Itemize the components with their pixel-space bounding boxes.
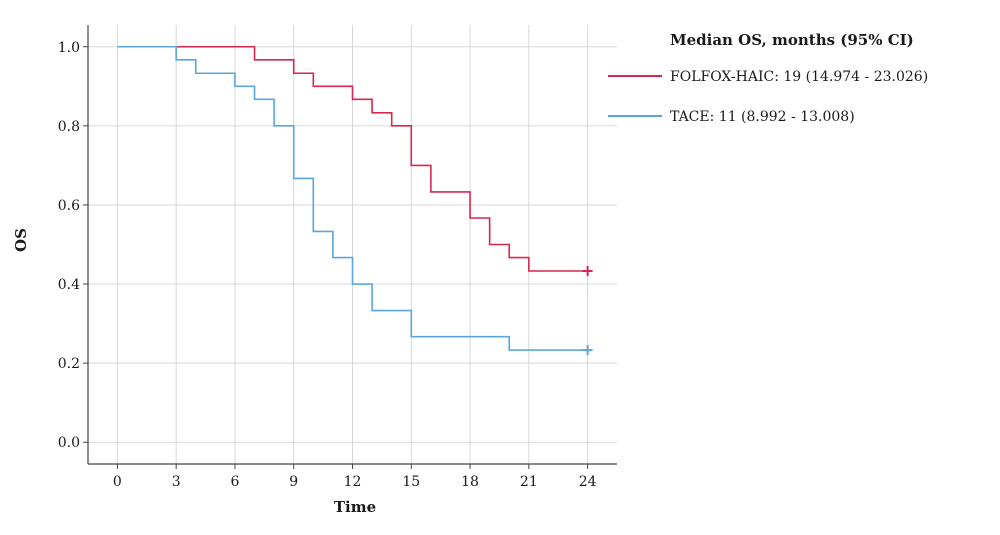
x-tick-label: 24 [579, 474, 597, 490]
x-axis-title: Time [334, 498, 376, 516]
y-tick-label: 1.0 [58, 40, 80, 56]
x-tick-label: 21 [520, 474, 538, 490]
x-tick-labels: 0 3 6 9 12 15 18 21 24 [113, 474, 597, 490]
y-tick-labels: 0.0 0.2 0.4 0.6 0.8 1.0 [58, 40, 80, 451]
y-tick-label: 0.6 [58, 198, 80, 214]
y-axis-title: OS [12, 228, 30, 252]
y-tick-label: 0.0 [58, 435, 80, 451]
x-tick-label: 12 [344, 474, 362, 490]
legend: Median OS, months (95% CI) FOLFOX-HAIC: … [608, 31, 928, 125]
series-line-1 [117, 45, 588, 272]
gridlines [88, 25, 617, 464]
x-tick-label: 18 [461, 474, 479, 490]
legend-label-2: TACE: 11 (8.992 - 13.008) [670, 109, 855, 125]
x-tick-label: 0 [113, 474, 122, 490]
x-tick-label: 15 [402, 474, 420, 490]
censor-markers [582, 265, 593, 356]
series-lines [117, 45, 588, 351]
y-tick-label: 0.8 [58, 119, 80, 135]
x-tick-label: 9 [289, 474, 298, 490]
series-line-2 [117, 45, 588, 351]
x-tick-label: 6 [230, 474, 239, 490]
x-tick-label: 3 [172, 474, 181, 490]
legend-label-1: FOLFOX-HAIC: 19 (14.974 - 23.026) [670, 69, 928, 85]
y-tick-label: 0.4 [58, 277, 80, 293]
y-tick-label: 0.2 [58, 356, 80, 372]
axes [83, 25, 617, 469]
legend-title: Median OS, months (95% CI) [670, 31, 914, 49]
